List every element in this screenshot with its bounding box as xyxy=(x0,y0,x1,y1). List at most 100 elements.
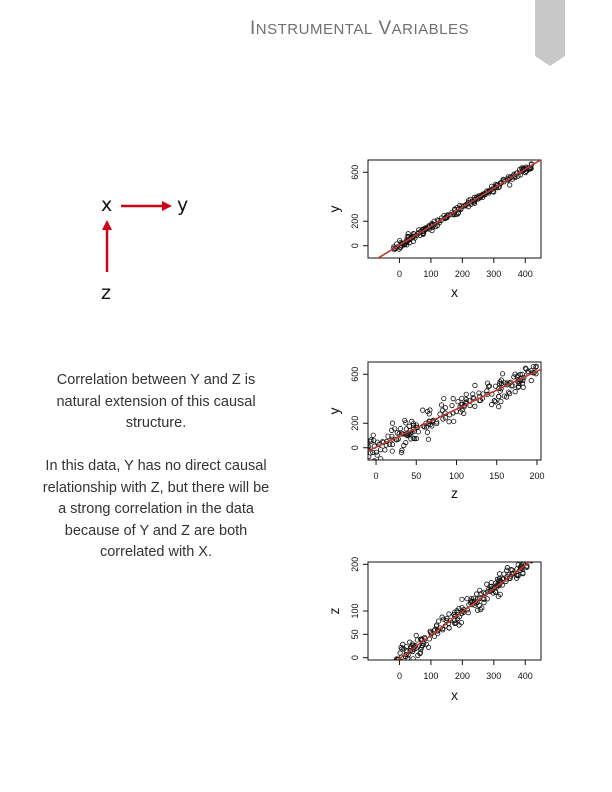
data-point xyxy=(374,452,380,458)
data-point xyxy=(441,395,447,402)
data-point xyxy=(437,625,443,631)
data-point xyxy=(370,432,376,438)
data-point xyxy=(377,447,384,453)
x-tick-label: 0 xyxy=(374,471,379,481)
data-point xyxy=(501,393,508,399)
data-point xyxy=(454,609,460,615)
data-point xyxy=(434,419,440,425)
data-point xyxy=(511,374,517,380)
data-point xyxy=(402,417,408,424)
data-point xyxy=(439,407,446,413)
x-tick-label: 200 xyxy=(529,471,544,481)
x-tick-label: 200 xyxy=(455,671,470,681)
y-tick-label: 100 xyxy=(350,603,360,618)
x-tick-label: 400 xyxy=(518,269,533,279)
data-point xyxy=(512,371,518,377)
data-point xyxy=(487,588,493,594)
data-point xyxy=(509,567,515,573)
data-point xyxy=(519,165,525,171)
data-point xyxy=(368,442,370,447)
data-point xyxy=(413,435,420,442)
data-point xyxy=(403,420,409,426)
x-tick-label: 100 xyxy=(423,269,438,279)
data-point xyxy=(374,439,380,445)
data-point xyxy=(519,371,525,377)
data-point xyxy=(488,579,494,586)
data-point xyxy=(484,596,490,602)
data-point xyxy=(452,620,458,626)
data-point xyxy=(528,562,534,564)
data-point xyxy=(407,647,413,654)
data-point xyxy=(504,567,510,573)
data-point xyxy=(472,403,478,409)
data-point xyxy=(429,227,435,234)
data-point xyxy=(401,646,407,652)
data-point xyxy=(435,630,441,637)
data-point xyxy=(461,410,467,417)
data-point xyxy=(515,384,521,390)
data-point xyxy=(484,581,490,587)
data-point xyxy=(501,571,507,577)
x-tick-label: 200 xyxy=(455,269,470,279)
data-point xyxy=(510,383,516,389)
data-point xyxy=(417,650,424,656)
data-point xyxy=(463,391,469,397)
data-point xyxy=(476,390,482,396)
x-axis-label: x xyxy=(451,687,458,703)
node-z: z xyxy=(101,282,111,304)
data-point xyxy=(492,589,499,595)
x-tick-label: 0 xyxy=(397,671,402,681)
node-y: y xyxy=(177,194,189,216)
data-point xyxy=(514,575,520,581)
data-point xyxy=(385,433,391,439)
x-tick-label: 50 xyxy=(411,471,421,481)
y-tick-label: 200 xyxy=(350,557,360,572)
data-point xyxy=(503,576,510,582)
data-point xyxy=(389,448,395,454)
data-point xyxy=(474,607,481,613)
data-point xyxy=(533,364,539,370)
data-point xyxy=(398,449,405,456)
data-point xyxy=(486,383,492,390)
data-point xyxy=(495,593,501,599)
data-point xyxy=(373,449,379,455)
data-point xyxy=(424,408,431,415)
data-point xyxy=(477,587,483,593)
data-point xyxy=(392,658,398,660)
data-point xyxy=(463,202,469,208)
data-point xyxy=(409,641,416,647)
y-tick-label: 0 xyxy=(350,445,360,450)
data-point xyxy=(429,423,435,429)
data-point xyxy=(434,420,440,427)
data-point xyxy=(368,446,369,450)
x-tick-label: 400 xyxy=(518,671,533,681)
data-point xyxy=(394,666,398,670)
data-point xyxy=(389,441,396,448)
data-point xyxy=(496,393,502,400)
y-axis-label: z xyxy=(326,608,342,615)
data-point xyxy=(403,426,409,432)
data-point xyxy=(398,659,402,660)
data-point xyxy=(465,610,471,616)
data-point xyxy=(497,571,503,577)
data-point xyxy=(371,458,377,460)
data-point xyxy=(507,390,513,397)
data-point xyxy=(396,246,402,252)
x-tick-label: 150 xyxy=(489,471,504,481)
x-tick-label: 300 xyxy=(486,671,501,681)
data-point xyxy=(470,391,476,397)
data-point xyxy=(395,659,399,660)
data-point xyxy=(492,399,499,405)
data-point xyxy=(496,404,502,410)
data-point xyxy=(465,204,472,210)
x-tick-label: 0 xyxy=(397,269,402,279)
y-tick-label: 200 xyxy=(350,214,360,229)
x-axis-label: x xyxy=(451,284,458,300)
data-point xyxy=(389,427,395,433)
data-point xyxy=(528,377,534,384)
fit-line xyxy=(368,368,541,452)
data-point xyxy=(389,433,395,439)
x-tick-label: 100 xyxy=(423,671,438,681)
data-point xyxy=(439,614,445,620)
